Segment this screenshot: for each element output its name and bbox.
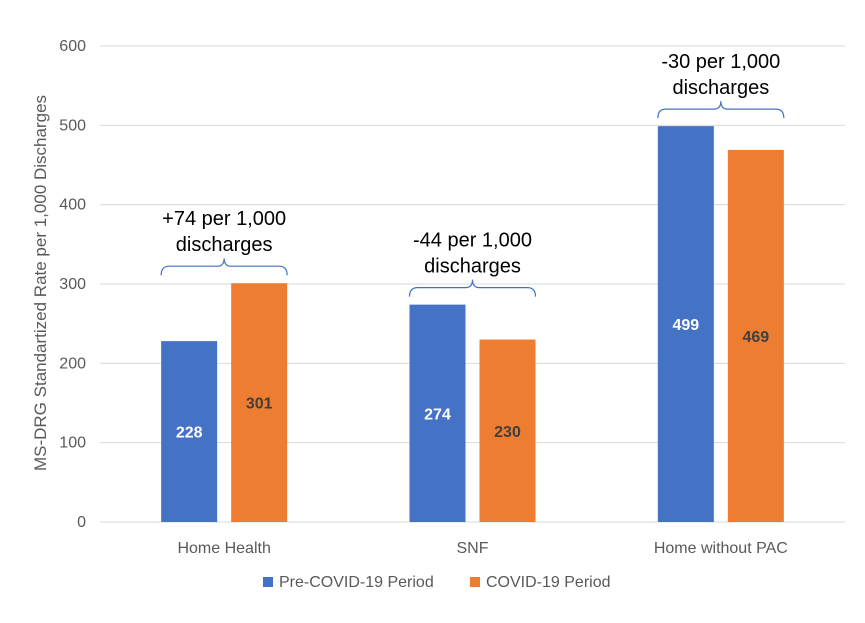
annotation-line: discharges — [424, 256, 521, 278]
y-axis-ticks: 0 100 200 300 400 500 600 — [59, 38, 86, 531]
brace — [408, 279, 537, 297]
legend-label: Pre-COVID-19 Period — [279, 574, 434, 591]
annotation-line: discharges — [176, 234, 273, 256]
y-tick-label: 200 — [59, 355, 86, 372]
annotation-line: +74 per 1,000 — [162, 208, 286, 230]
y-tick-label: 300 — [59, 276, 86, 293]
bars — [161, 126, 784, 523]
legend-swatch-covid — [470, 577, 480, 587]
data-label: 499 — [672, 317, 699, 334]
category-label: SNF — [457, 540, 489, 557]
y-tick-label: 0 — [77, 514, 86, 531]
legend-label: COVID-19 Period — [486, 574, 611, 591]
annotation-line: -30 per 1,000 — [661, 51, 780, 73]
legend-swatch-pre-covid — [263, 577, 273, 587]
y-axis-label: MS-DRG Standartized Rate per 1,000 Disch… — [31, 95, 50, 471]
data-label: 228 — [176, 425, 203, 442]
bar-covid — [479, 339, 536, 522]
data-label: 469 — [742, 329, 769, 346]
legend: Pre-COVID-19 Period COVID-19 Period — [263, 574, 611, 591]
data-label: 274 — [424, 406, 451, 423]
annotation-line: -44 per 1,000 — [413, 230, 532, 252]
y-tick-label: 600 — [59, 38, 86, 55]
bar-pre-covid — [657, 126, 714, 523]
data-labels: 228 301 274 230 499 469 — [176, 317, 769, 441]
bar-pre-covid — [409, 304, 466, 522]
gridlines — [100, 45, 845, 523]
data-label: 301 — [246, 396, 273, 413]
data-label: 230 — [494, 424, 521, 441]
brace — [657, 101, 785, 119]
category-labels: Home Health SNF Home without PAC — [177, 540, 787, 557]
brace — [160, 258, 288, 276]
bar-covid — [231, 283, 288, 522]
annotation-line: discharges — [672, 77, 769, 99]
y-tick-label: 400 — [59, 197, 86, 214]
y-tick-label: 500 — [59, 117, 86, 134]
bar-pre-covid — [161, 341, 218, 522]
y-tick-label: 100 — [59, 435, 86, 452]
category-label: Home without PAC — [654, 540, 788, 557]
category-label: Home Health — [177, 540, 270, 557]
bar-covid — [727, 149, 784, 522]
annotations: +74 per 1,000 discharges -44 per 1,000 disc… — [160, 51, 785, 297]
